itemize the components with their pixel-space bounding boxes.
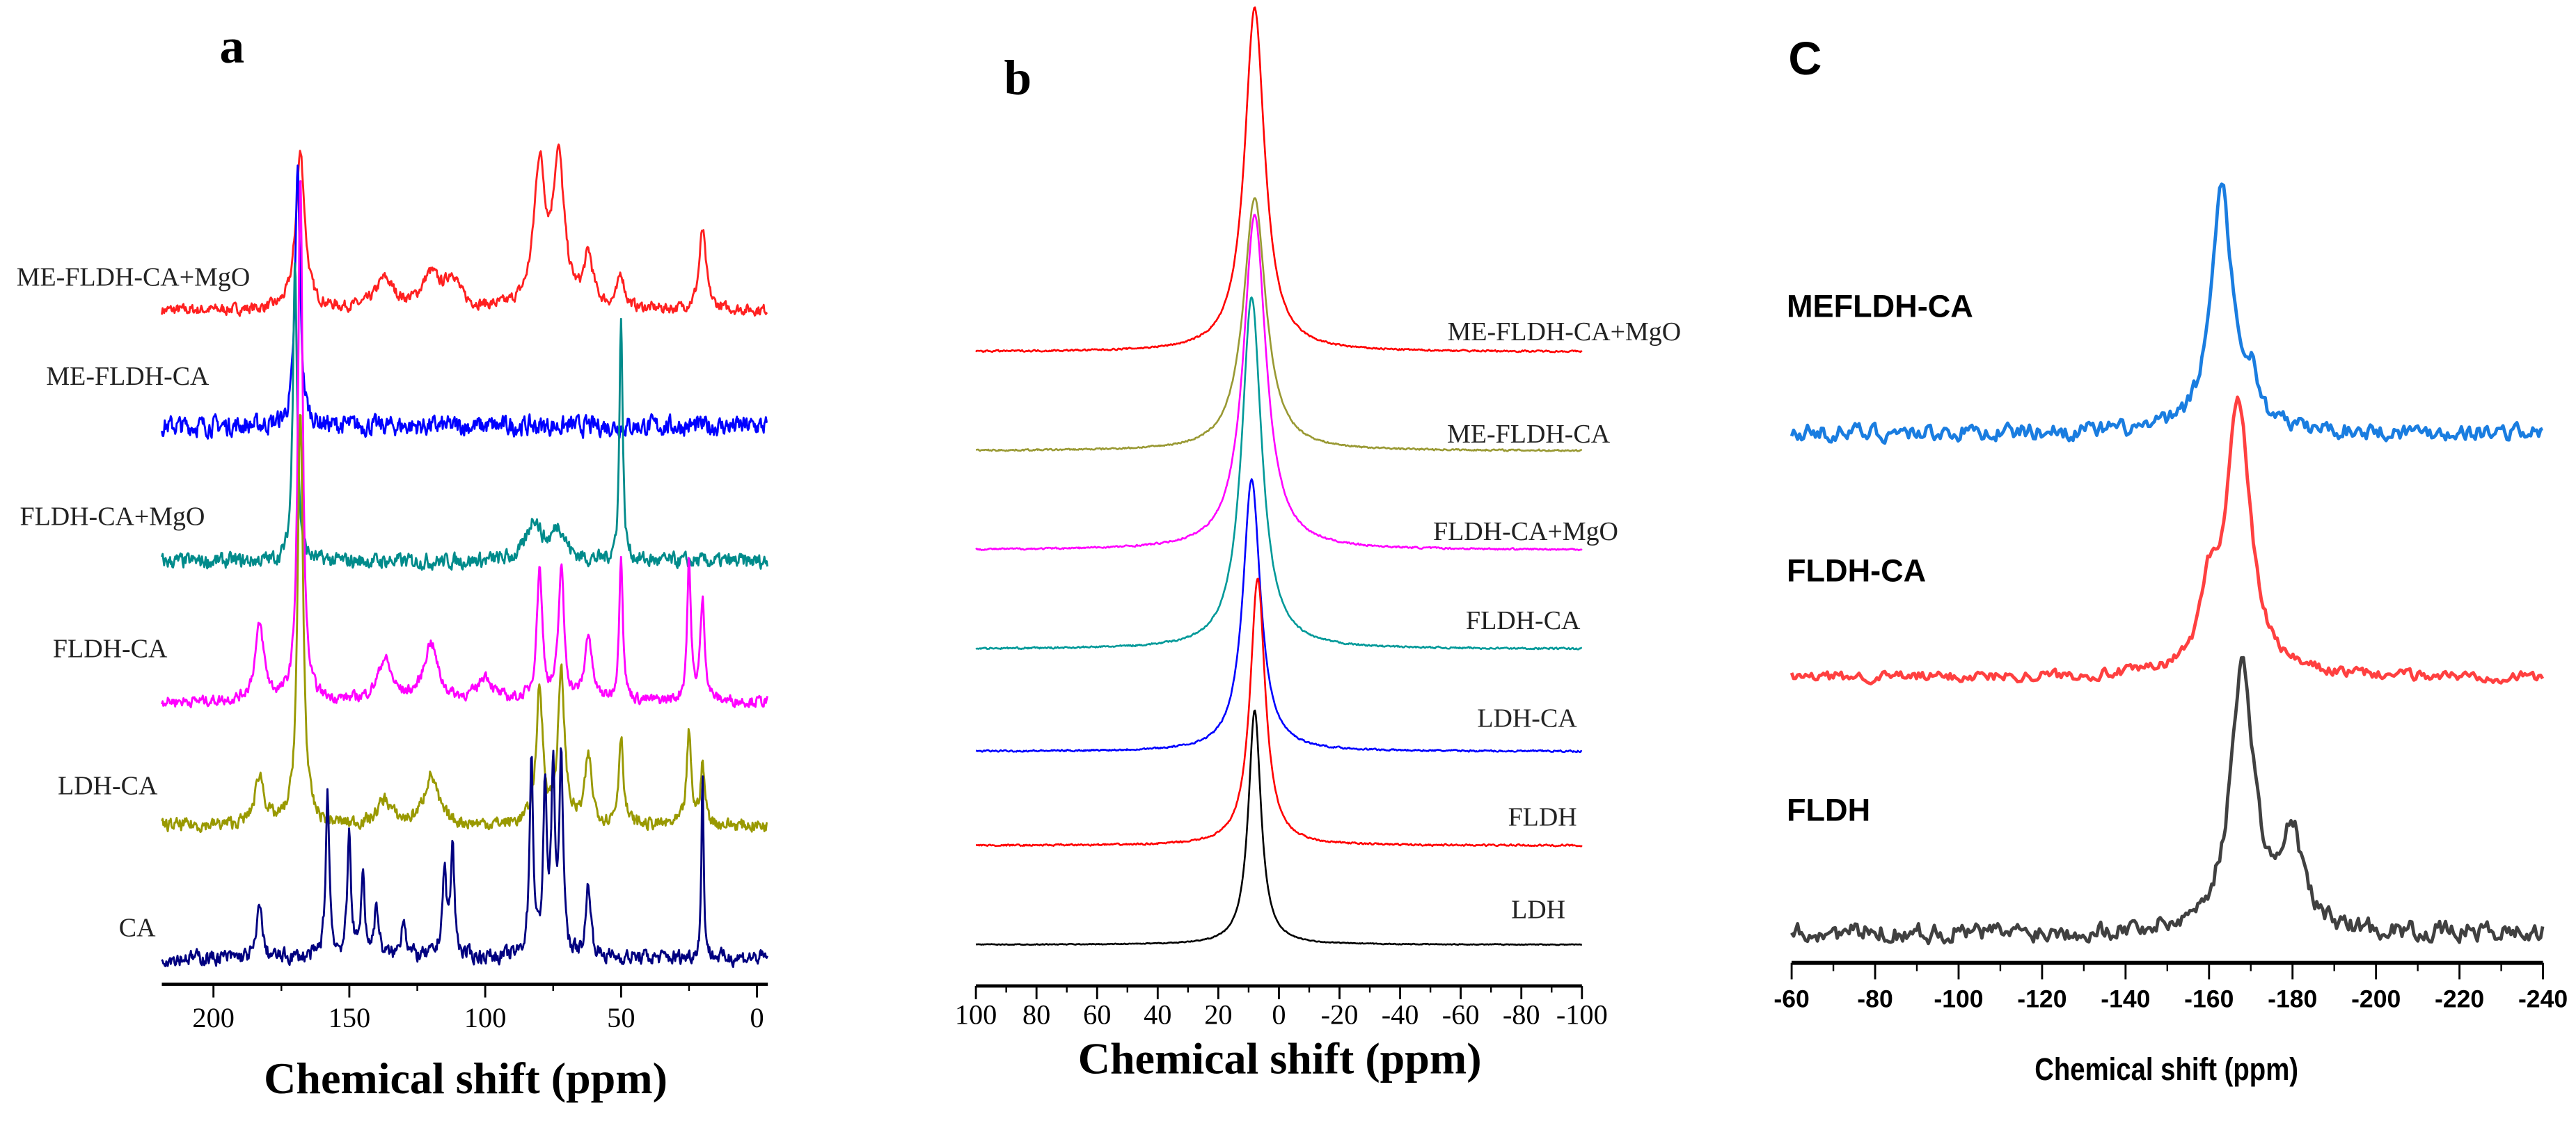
series-label: ME-FLDH-CA+MgO (17, 263, 251, 292)
spectrum-b-fldh-ca (975, 296, 1582, 651)
series-label: ME-FLDH-CA (1447, 420, 1611, 449)
spectrum-b-me-fldh-ca (975, 197, 1583, 452)
spectrum-b-fldh (975, 578, 1583, 848)
spectrum-a-ldh-ca (161, 413, 768, 834)
panel-c-xlabel: Chemical shift (ppm) (2034, 1051, 2298, 1087)
x-tick-label: -80 (1857, 985, 1893, 1013)
series-label: LDH-CA (1477, 704, 1577, 733)
series-label: FLDH-CA (1466, 606, 1581, 635)
spectrum-a-me-fldh-ca (161, 164, 768, 440)
series-label: LDH-CA (58, 772, 158, 801)
series-label: FLDH-CA+MgO (19, 502, 205, 532)
panel-a-label: a (220, 19, 245, 74)
spectrum-b-me-fldh-ca-mgo (975, 6, 1583, 354)
series-label: ME-FLDH-CA+MgO (1448, 317, 1682, 347)
spectrum-a-fldh-ca-mgo (161, 262, 768, 571)
spectrum-b-ldh (975, 709, 1582, 946)
x-tick-label: -120 (2017, 985, 2067, 1013)
series-label: LDH (1511, 896, 1565, 925)
spectrum-b-ldh-ca (975, 478, 1582, 754)
spectrum-b-fldh-ca-mgo (975, 214, 1583, 552)
panel-a-xlabel: Chemical shift (ppm) (264, 1054, 667, 1103)
x-tick-label: -140 (2101, 985, 2150, 1013)
spectrum-a-me-fldh-ca-mgo (161, 143, 768, 317)
x-tick-label: 100 (955, 999, 997, 1030)
spectrum-C-fldh-ca (1789, 395, 2545, 685)
x-tick-label: -100 (1556, 999, 1608, 1030)
spectrum-a-ca (161, 747, 768, 969)
series-label: FLDH-CA (1787, 553, 1926, 588)
spectrum-C-fldh (1790, 656, 2545, 946)
x-tick-label: 60 (1083, 999, 1111, 1030)
x-tick-label: 100 (464, 1002, 506, 1033)
x-tick-label: 150 (329, 1002, 370, 1033)
x-tick-label: 20 (1204, 999, 1232, 1030)
series-label: MEFLDH-CA (1787, 289, 1973, 324)
x-tick-label: -160 (2184, 985, 2234, 1013)
x-tick-label: -220 (2435, 985, 2484, 1013)
x-tick-label: 80 (1022, 999, 1050, 1030)
x-tick-label: 200 (192, 1002, 234, 1033)
x-tick-label: -20 (1321, 999, 1359, 1030)
x-tick-label: -100 (1934, 985, 1983, 1013)
panel-b-label: b (1004, 51, 1032, 105)
series-label: FLDH (1508, 803, 1577, 832)
x-tick-label: -80 (1503, 999, 1540, 1030)
series-label: ME-FLDH-CA (46, 362, 210, 391)
panel-b-xlabel: Chemical shift (ppm) (1078, 1034, 1482, 1083)
x-tick-label: 50 (607, 1002, 635, 1033)
x-tick-label: -60 (1442, 999, 1480, 1030)
series-label: CA (119, 914, 156, 943)
x-tick-label: 0 (750, 1002, 764, 1033)
x-tick-label: -200 (2351, 985, 2401, 1013)
series-label: FLDH-CA (53, 635, 168, 664)
x-tick-label: 0 (1272, 999, 1286, 1030)
x-tick-label: -60 (1773, 985, 1809, 1013)
series-label: FLDH-CA+MgO (1433, 517, 1618, 546)
series-label: FLDH (1787, 793, 1870, 828)
x-tick-label: -40 (1382, 999, 1419, 1030)
x-tick-label: -240 (2518, 985, 2568, 1013)
spectrum-C-mefldh-ca (1789, 182, 2543, 445)
x-tick-label: 40 (1144, 999, 1171, 1030)
spectrum-a-fldh-ca (161, 180, 768, 708)
x-tick-label: -180 (2268, 985, 2317, 1013)
panel-c-label: C (1788, 33, 1822, 85)
